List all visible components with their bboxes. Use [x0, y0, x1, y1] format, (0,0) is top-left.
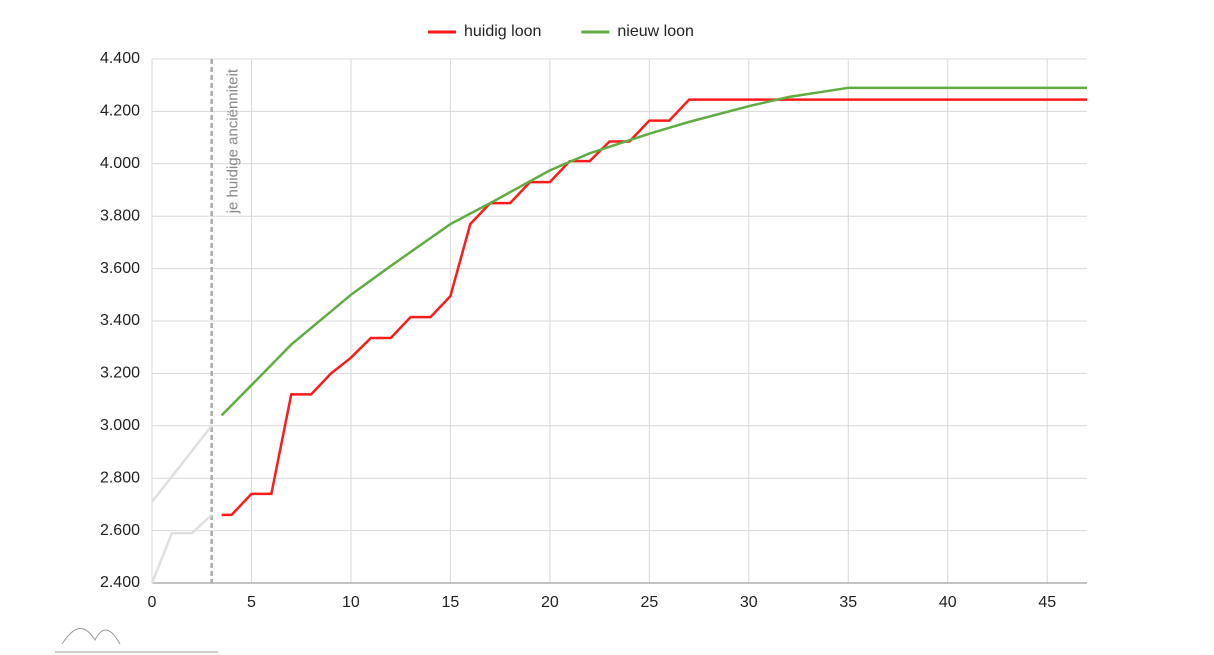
- y-tick-label: 3.600: [100, 260, 140, 277]
- legend-label: huidig loon: [464, 23, 541, 40]
- y-tick-label: 2.600: [100, 522, 140, 539]
- y-tick-label: 2.800: [100, 469, 140, 486]
- x-tick-label: 35: [839, 594, 857, 611]
- y-tick-label: 3.000: [100, 417, 140, 434]
- series-line: [150, 513, 213, 584]
- y-tick-label: 4.200: [100, 103, 140, 120]
- x-tick-label: 30: [740, 594, 758, 611]
- x-tick-label: 25: [640, 594, 658, 611]
- x-tick-label: 0: [148, 594, 157, 611]
- logo-icon: [55, 628, 218, 653]
- y-tick-label: 4.400: [100, 50, 140, 67]
- x-tick-label: 45: [1038, 594, 1056, 611]
- x-tick-label: 20: [541, 594, 559, 611]
- x-tick-label: 5: [247, 594, 256, 611]
- y-tick-label: 3.800: [100, 207, 140, 224]
- y-tick-label: 2.400: [100, 574, 140, 591]
- annotation-text: je huidige anciënniteit: [225, 68, 242, 214]
- series-line: [151, 425, 213, 503]
- x-tick-label: 40: [939, 594, 957, 611]
- legend-label: nieuw loon: [617, 23, 694, 40]
- y-tick-label: 3.200: [100, 365, 140, 382]
- series-line: [220, 86, 1087, 417]
- x-tick-label: 10: [342, 594, 360, 611]
- y-tick-label: 4.000: [100, 155, 140, 172]
- x-tick-label: 15: [442, 594, 460, 611]
- y-tick-label: 3.400: [100, 312, 140, 329]
